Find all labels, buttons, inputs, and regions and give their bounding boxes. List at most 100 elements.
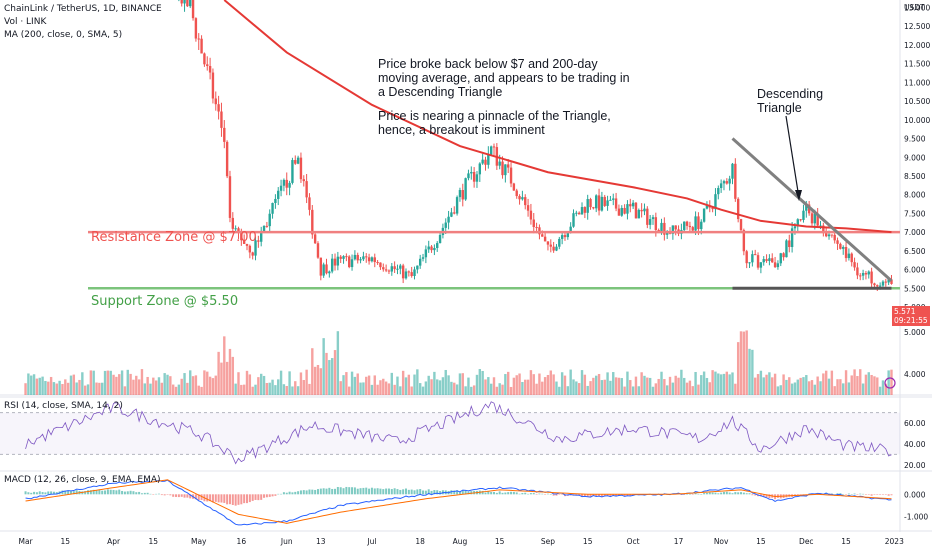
volume-bar	[680, 369, 683, 395]
macd-histogram-bar	[325, 488, 328, 495]
candle-body	[475, 174, 479, 182]
volume-bar	[708, 382, 711, 395]
volume-bar	[558, 386, 561, 395]
time-tick-label: Aug	[453, 537, 468, 546]
ma-legend[interactable]: MA (200, close, 0, SMA, 5)	[4, 30, 123, 40]
candle-body	[728, 178, 731, 184]
volume-bar	[438, 380, 442, 395]
macd-histogram-bar	[623, 494, 626, 497]
macd-histogram-bar	[416, 489, 419, 495]
macd-histogram-bar	[456, 490, 459, 495]
volume-bar	[322, 338, 325, 395]
candle-body	[214, 98, 217, 105]
volume-bar	[518, 373, 521, 395]
rsi-legend[interactable]: RSI (14, close, SMA, 14, 2)	[4, 401, 123, 411]
macd-histogram-bar	[351, 487, 354, 495]
volume-bar	[95, 382, 98, 395]
macd-histogram-bar	[700, 494, 703, 495]
candle-body	[643, 208, 646, 212]
volume-bar	[430, 379, 433, 395]
macd-histogram-bar	[495, 492, 498, 495]
volume-bar	[671, 382, 675, 395]
macd-histogram-bar	[348, 487, 351, 495]
macd-legend[interactable]: MACD (12, 26, close, 9, EMA, EMA)	[4, 475, 161, 485]
macd-histogram-bar	[876, 494, 879, 495]
macd-histogram-bar	[126, 491, 129, 495]
volume-bar	[24, 383, 27, 395]
volume-bar	[379, 380, 382, 395]
macd-histogram-bar	[186, 494, 189, 498]
candle-body	[416, 265, 419, 270]
time-tick-label: Apr	[107, 537, 121, 546]
macd-histogram-bar	[501, 492, 504, 495]
volume-bar	[836, 379, 839, 395]
macd-histogram-bar	[282, 492, 285, 495]
volume-bar	[887, 370, 890, 395]
candle-body	[577, 212, 581, 215]
candle-body	[251, 252, 254, 256]
price-tick-label: 13.000	[904, 3, 930, 12]
volume-bar	[745, 330, 748, 395]
candle-body	[671, 225, 675, 234]
macd-histogram-bar	[521, 492, 524, 495]
macd-histogram-bar	[396, 489, 399, 495]
macd-histogram-bar	[95, 490, 98, 495]
macd-histogram-bar	[484, 492, 487, 495]
volume-tick-label: 4.000	[904, 370, 926, 379]
time-tick-label: May	[191, 537, 207, 546]
macd-histogram-bar	[439, 490, 442, 495]
volume-bar	[407, 374, 411, 395]
macd-histogram-bar	[285, 492, 288, 495]
candle-body	[387, 270, 391, 272]
volume-bar	[790, 383, 794, 395]
volume-legend[interactable]: Vol · LINK	[4, 17, 47, 27]
macd-histogram-bar	[160, 494, 163, 496]
volume-bar	[637, 386, 641, 395]
macd-histogram-bar	[546, 493, 549, 495]
candle-body	[484, 159, 487, 165]
macd-histogram-bar	[583, 494, 586, 497]
volume-bar	[719, 374, 723, 395]
volume-bar	[89, 370, 93, 395]
volume-bar	[631, 386, 635, 395]
macd-histogram-bar	[839, 493, 842, 495]
candle-body	[291, 160, 294, 183]
volume-bar	[589, 381, 592, 395]
candle-body	[626, 204, 629, 214]
candle-body	[296, 157, 300, 164]
candle-body	[208, 65, 212, 73]
macd-histogram-bar	[603, 494, 606, 497]
last-price-tag: 5.571 09:21:55	[892, 306, 930, 326]
candle-body	[543, 236, 547, 242]
volume-bar	[609, 380, 612, 395]
candle-body	[810, 213, 814, 224]
macd-histogram-bar	[793, 494, 796, 496]
macd-histogram-bar	[370, 487, 373, 495]
macd-histogram-bar	[842, 494, 845, 495]
volume-bar	[211, 378, 215, 395]
candle-body	[589, 199, 592, 208]
candle-body	[873, 283, 876, 286]
volume-bar	[881, 380, 885, 395]
volume-bar	[640, 372, 643, 395]
volume-bar	[498, 383, 501, 395]
macd-histogram-bar	[714, 492, 717, 495]
macd-histogram-bar	[436, 490, 439, 495]
candle-body	[319, 257, 323, 276]
macd-histogram-bar	[589, 494, 592, 498]
macd-signal-line	[25, 479, 892, 524]
macd-histogram-bar	[104, 490, 107, 495]
candle-body	[478, 163, 482, 175]
macd-histogram-bar	[135, 492, 138, 495]
macd-histogram-bar	[248, 494, 251, 503]
macd-histogram-bar	[612, 494, 615, 496]
price-tick-label: 7.500	[904, 209, 926, 218]
volume-bar	[731, 372, 734, 395]
volume-bar	[810, 380, 814, 395]
macd-histogram-bar	[512, 491, 515, 495]
macd-histogram-bar	[382, 489, 385, 495]
candle-body	[739, 219, 743, 231]
symbol-legend[interactable]: ChainLink / TetherUS, 1D, BINANCE	[4, 4, 162, 14]
candle-body	[382, 267, 385, 270]
volume-bar	[472, 385, 476, 395]
